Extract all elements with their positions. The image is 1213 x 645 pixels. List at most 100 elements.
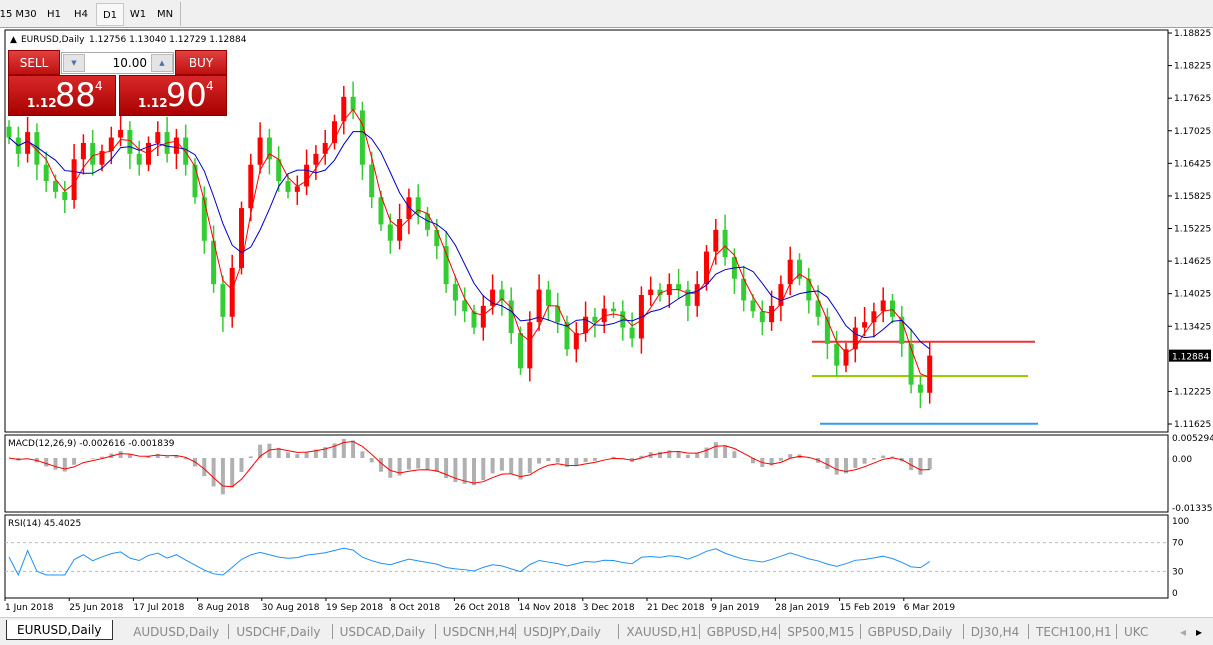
candle [657,283,663,302]
candle-body [304,164,310,187]
chart-tab-sp500-m15[interactable]: SP500,M15 [787,625,855,639]
date-tick-label: 1 Jun 2018 [5,603,54,613]
tab-divider [434,624,436,639]
chart-tab-usdcad-daily[interactable]: USDCAD,Daily [339,625,426,639]
candle-body [592,316,598,323]
chart-tabs: EURUSD,Daily AUDUSD,Daily USDCHF,Daily USDC… [0,617,1213,645]
chart-tab-usdcnh-h4[interactable]: USDCNH,H4 [442,625,516,639]
candle-body [369,164,375,198]
candle [843,342,849,373]
tab-divider [331,624,333,639]
candle [6,120,12,145]
candle [211,225,217,293]
price-tick-label: 1.18225 [1174,62,1211,72]
ask-price-box[interactable]: 1.12 90 4 [119,75,227,116]
candle-body [899,316,905,344]
price-chart[interactable]: 1.18825 1.18225 1.17625 1.17025 1.16425 1.158… [0,28,1213,617]
decrease-lot-button[interactable]: ▼ [63,54,85,72]
bid-price-box[interactable]: 1.12 88 4 [8,75,116,116]
chart-tab-audusd-daily[interactable]: AUDUSD,Daily [133,625,220,639]
candle [722,214,728,266]
chart-tab-xauusd-h1[interactable]: XAUUSD,H1 [626,625,698,639]
candle-body [99,151,105,165]
candle-body [415,197,421,214]
chart-tab-dj30-h4[interactable]: DJ30,H4 [970,625,1020,639]
candle-body [573,333,579,350]
candle-body [397,218,403,241]
candle-body [53,180,58,192]
candle-body [425,213,430,230]
date-tick-label: 26 Oct 2018 [454,603,510,613]
candle [369,151,375,209]
chart-ohlc: 1.12756 1.13040 1.12729 1.12884 [89,35,247,45]
chart-tab-gbpusd-h4[interactable]: GBPUSD,H4 [706,625,778,639]
rsi-tick-label: 70 [1172,539,1184,549]
candle [583,301,589,342]
chart-tab-ukc[interactable]: UKC [1124,625,1149,639]
timeframe-w1[interactable]: W1 [129,9,147,20]
scroll-tabs-right-icon[interactable]: ▸ [1196,625,1203,639]
candle-body [285,180,291,192]
macd-pane [4,434,1169,513]
candle-body [406,197,412,219]
candle [294,175,300,205]
candle [806,267,812,314]
candle [285,174,291,199]
candle [713,218,719,265]
timeframe-m30[interactable]: M30 [15,9,37,20]
candle-body [694,284,700,306]
chart-tab-tech100-h1[interactable]: TECH100,H1 [1036,625,1112,639]
candle-body [908,343,914,385]
candle [248,153,254,222]
sell-button[interactable]: SELL [8,50,60,75]
price-tick-label: 1.17025 [1174,127,1211,137]
candle-body [155,132,161,143]
candle-body [322,142,328,154]
candle-body [192,164,198,198]
candle-body [685,289,691,306]
timeframe-h4[interactable]: H4 [74,9,88,20]
candle-body [527,322,533,369]
chart-tab-eurusd-daily[interactable]: EURUSD,Daily [6,620,113,640]
chart-tab-gbpusd-daily[interactable]: GBPUSD,Daily [867,625,953,639]
date-tick-label: 8 Oct 2018 [390,603,440,613]
timeframe-d1[interactable]: D1 [96,3,124,26]
tab-divider [859,624,861,639]
macd-signal-line [8,440,930,488]
candle-body [787,259,793,285]
lot-size-input[interactable] [86,54,150,72]
candle-body [378,197,384,225]
candle [341,85,347,135]
candle-body [80,142,86,160]
current-price-marker [1169,349,1211,362]
candle-body [490,289,496,306]
chart-tab-usdjpy-daily[interactable]: USDJPY,Daily [523,625,601,639]
candle-body [443,246,449,285]
date-tick-label: 8 Aug 2018 [198,603,250,613]
buy-button[interactable]: BUY [175,50,227,75]
candle-body [862,322,868,328]
increase-lot-button[interactable]: ▲ [151,54,173,72]
candle [648,276,654,306]
candle [676,268,682,299]
timeframe-h1[interactable]: H1 [47,9,61,20]
date-tick-label: 30 Aug 2018 [262,603,320,613]
timeframe-mn[interactable]: MN [156,9,174,20]
date-tick-label: 3 Dec 2018 [583,603,635,613]
candle-body [183,137,189,165]
candle-body [508,300,514,334]
candle [759,300,765,336]
chart-tab-usdchf-daily[interactable]: USDCHF,Daily [236,625,321,639]
candle-body [257,137,263,165]
candle [750,293,756,318]
candle-body [815,300,821,317]
scroll-tabs-left-icon[interactable]: ◂ [1180,625,1187,639]
candle [90,129,96,176]
candle [183,124,189,176]
candle [741,265,747,312]
chart-symbol: EURUSD,Daily [21,35,85,45]
candle [425,207,430,237]
timeframe-m15[interactable]: 15 [0,9,13,20]
candle [397,203,403,250]
candle-body [276,159,282,181]
